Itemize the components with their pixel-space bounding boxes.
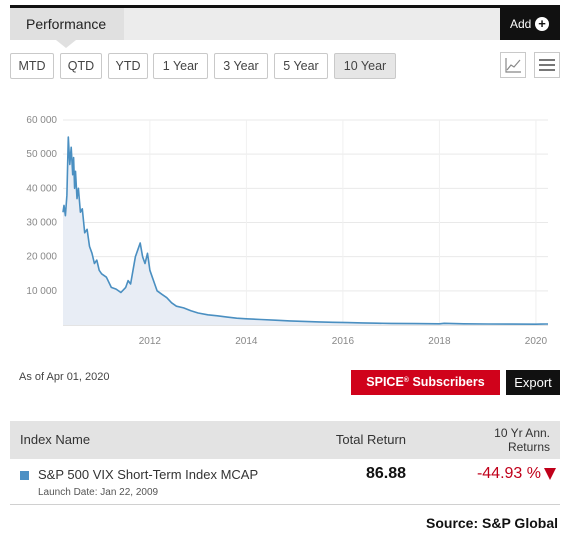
- as-of-date: As of Apr 01, 2020: [19, 371, 110, 383]
- y-tick-label: 50 000: [26, 149, 57, 160]
- add-button[interactable]: Add +: [500, 8, 560, 40]
- add-button-label: Add: [510, 17, 532, 31]
- column-header-total-return: Total Return: [335, 432, 406, 447]
- registered-mark: ®: [403, 377, 409, 384]
- index-name[interactable]: S&P 500 VIX Short-Term Index MCAP: [38, 467, 259, 482]
- total-return-value: 86.88: [365, 465, 406, 482]
- launch-date: Launch Date: Jan 22, 2009: [38, 487, 159, 498]
- period-button-10-year[interactable]: 10 Year: [334, 53, 396, 79]
- series-line: [62, 136, 548, 325]
- source-credit: Source: S&P Global: [426, 515, 558, 531]
- series-color-swatch: [20, 471, 29, 480]
- x-tick-label: 2018: [428, 336, 451, 347]
- tab-performance[interactable]: Performance: [10, 8, 124, 40]
- line-chart-icon: [505, 58, 521, 73]
- x-tick-label: 2012: [139, 336, 162, 347]
- y-tick-label: 10 000: [26, 286, 57, 297]
- spice-subscribers-button[interactable]: SPICE® Subscribers: [351, 370, 500, 395]
- annual-returns-line-2: Returns: [507, 440, 550, 454]
- table-view-button[interactable]: [534, 52, 560, 78]
- plus-circle-icon: +: [535, 17, 549, 31]
- series-area: [63, 137, 548, 325]
- annual-return-value: -44.93 %: [476, 465, 541, 482]
- x-tick-label: 2016: [332, 336, 355, 347]
- period-button-1-year[interactable]: 1 Year: [153, 53, 208, 79]
- tab-caret: [56, 40, 76, 48]
- row-divider: [10, 504, 560, 505]
- down-triangle-icon: [544, 468, 556, 480]
- period-button-ytd[interactable]: YTD: [108, 53, 148, 79]
- performance-header: Performance Add +: [10, 8, 560, 40]
- table-header: Index Name Total Return 10 Yr Ann. Retur…: [10, 421, 560, 459]
- column-header-annual-returns: 10 Yr Ann. Returns: [460, 426, 550, 454]
- export-button[interactable]: Export: [506, 370, 560, 395]
- y-tick-label: 60 000: [26, 115, 57, 126]
- spice-suffix: Subscribers: [408, 375, 485, 389]
- y-tick-label: 40 000: [26, 183, 57, 194]
- annual-returns-line-1: 10 Yr Ann.: [494, 426, 550, 440]
- y-tick-label: 20 000: [26, 252, 57, 263]
- period-button-qtd[interactable]: QTD: [60, 53, 102, 79]
- x-axis: 2012 2014 2016 2018 2020: [139, 336, 548, 347]
- menu-icon: [539, 59, 555, 71]
- x-tick-label: 2014: [235, 336, 258, 347]
- period-button-mtd[interactable]: MTD: [10, 53, 54, 79]
- header-top-rule: [10, 5, 560, 8]
- x-tick-label: 2020: [525, 336, 548, 347]
- y-axis: 60 000 50 000 40 000 30 000 20 000 10 000: [26, 115, 57, 297]
- y-tick-label: 30 000: [26, 218, 57, 229]
- period-button-5-year[interactable]: 5 Year: [274, 53, 328, 79]
- line-chart-view-button[interactable]: [500, 52, 526, 78]
- column-header-index-name: Index Name: [20, 432, 91, 447]
- performance-chart: 60 000 50 000 40 000 30 000 20 000 10 000 201…: [26, 115, 548, 347]
- period-button-3-year[interactable]: 3 Year: [214, 53, 268, 79]
- spice-label: SPICE: [366, 375, 404, 389]
